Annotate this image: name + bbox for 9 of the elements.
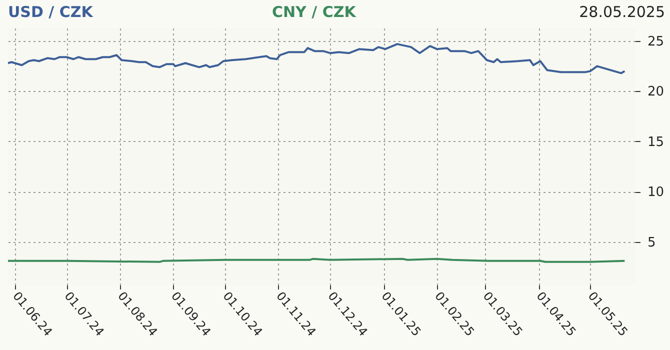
y-tick-label: 25 [648,34,664,50]
text: CNY / CZK [272,3,358,21]
chart-title: 28.05.2025 [579,3,665,21]
y-tick-label: 15 [648,134,664,150]
line-series [7,43,626,74]
y-tick-label: 5 [648,235,656,250]
text: USD / CZK [8,3,94,21]
y-tick-label: 10 [648,185,664,200]
y-tick-label: 20 [648,84,664,100]
